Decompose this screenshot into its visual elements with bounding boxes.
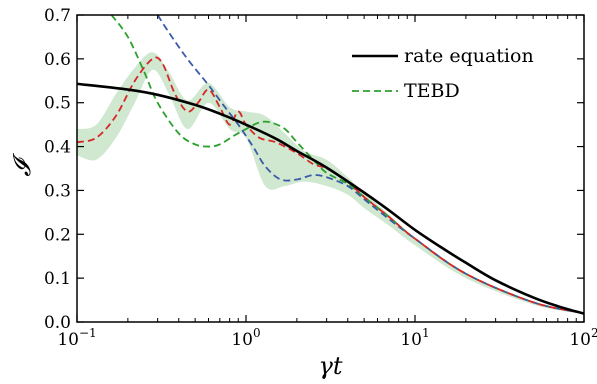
x-tick-label-base: 10 [57,330,79,350]
uncertainty-band-layer [77,52,584,315]
uncertainty-band [77,52,584,315]
legend-label-tebd: TEBD [404,80,460,102]
legend: rate equation TEBD [352,45,534,102]
y-tick-label: 0.3 [44,181,71,201]
tebd-blue-line [156,15,584,315]
y-tick-label: 0.5 [44,94,71,114]
tick-labels-layer: 0.00.10.20.30.40.50.60.710−1 100 101 102 [44,6,597,350]
x-tick-label-base: 10 [569,330,591,350]
y-tick-label: 0.4 [44,138,71,158]
y-tick-label: 0.2 [44,225,71,245]
series-layer [77,15,584,315]
x-tick-label-base: 10 [231,330,253,350]
x-tick-label-base: 10 [400,330,422,350]
y-tick-label: 0.0 [44,313,71,333]
x-tick-label-exponent: 2 [591,326,597,340]
x-tick-label-exponent: 1 [422,326,430,340]
y-tick-label: 0.6 [44,50,71,70]
plot-frame [76,14,585,323]
x-tick-label-exponent: 0 [253,326,261,340]
x-tick-label-exponent: −1 [79,326,97,340]
x-tick-label: 102 [569,326,597,350]
x-tick-label: 101 [400,326,429,350]
x-tick-label: 10−1 [57,326,96,350]
y-tick-label: 0.1 [44,269,71,289]
legend-label-rate-equation: rate equation [404,45,534,67]
y-axis-label: 𝓘 [8,153,36,177]
tebd-red-line [77,56,584,315]
rate-equation-line [77,82,584,315]
x-axis-label: γt [319,352,343,380]
x-tick-label: 100 [231,326,260,350]
y-tick-label: 0.7 [44,6,71,26]
